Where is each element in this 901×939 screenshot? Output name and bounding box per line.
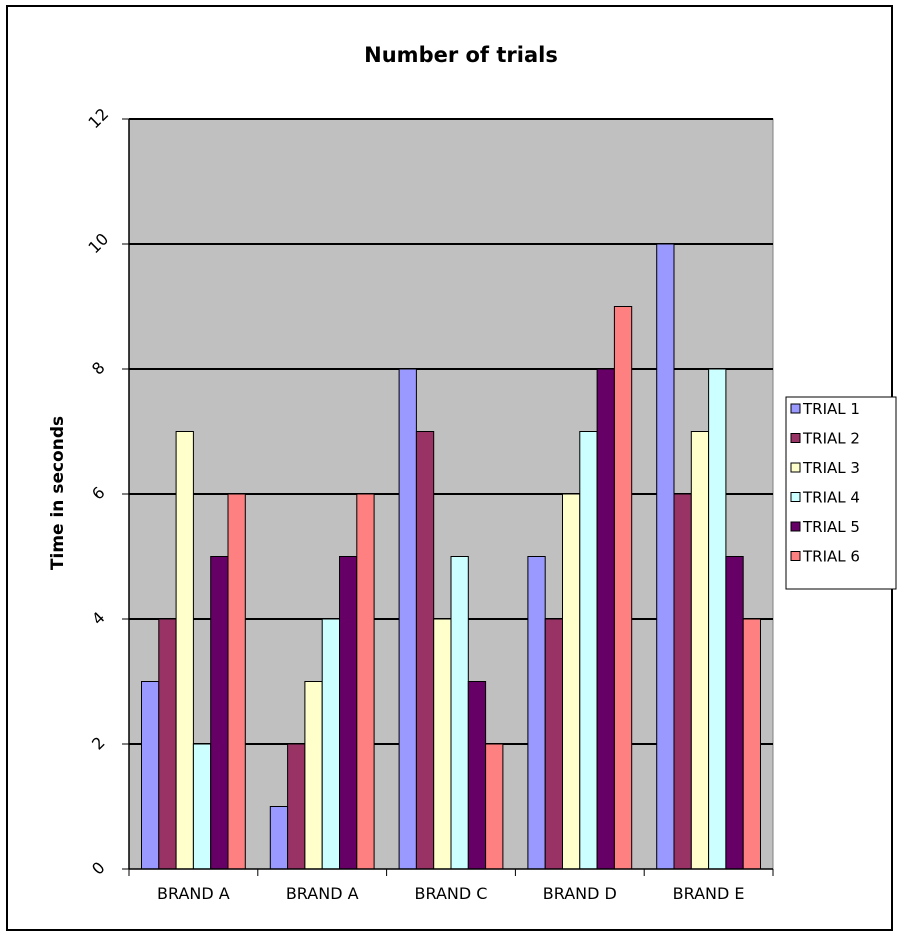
y-tick-labels: 0 2 4 6 8 10 12 [84,104,129,879]
y-tick-label: 4 [88,608,109,629]
bar [339,556,358,870]
y-tick-label: 12 [84,104,112,132]
legend-label: TRIAL 2 [802,430,860,448]
x-tick-label: BRAND C [415,884,488,903]
bar [544,618,564,870]
legend-label: TRIAL 5 [802,518,860,536]
legend-label: TRIAL 1 [802,400,860,418]
bar [690,431,710,870]
bar [596,368,615,870]
bar [415,431,435,870]
bar [141,681,160,870]
bar [450,556,469,870]
bar [656,243,675,870]
y-tick-label: 8 [88,358,109,379]
x-tick-label: BRAND D [543,884,617,903]
bar [321,618,341,870]
bar [192,743,212,870]
y-tick-label: 2 [88,733,109,754]
bar [725,556,744,870]
bar [742,618,762,870]
legend-label: TRIAL 3 [802,459,860,477]
bar [527,556,546,870]
bar [227,493,246,870]
legend-swatch [790,492,801,502]
bar [708,368,727,870]
bar [269,806,289,870]
bar [467,681,487,870]
legend: TRIAL 1 TRIAL 2 TRIAL 3 TRIAL 4 TRIAL 5 TRIAL… [785,396,897,590]
chart-title: Number of trials [364,43,558,67]
x-tick-labels: BRAND A BRAND A BRAND C BRAND D BRAND E [128,869,774,903]
bar [613,306,633,870]
bar [562,493,581,870]
bar [158,618,177,870]
y-axis-label: Time in seconds [48,416,68,570]
legend-label: TRIAL 6 [802,548,860,566]
bar [673,493,692,870]
y-tick-label: 0 [88,858,109,879]
bar [175,431,194,870]
legend-swatch [790,551,801,561]
bar [356,493,375,870]
bar [398,368,417,870]
bar [433,618,452,870]
bar [287,743,306,870]
legend-swatch [790,403,801,414]
bars-group [141,243,762,870]
legend-swatch [790,462,801,473]
legend-swatch [790,433,801,443]
legend-box [785,396,897,590]
x-tick-label: BRAND A [157,884,230,903]
y-tick-label: 6 [88,483,109,504]
bar [485,743,504,870]
bar [210,556,229,870]
legend-label: TRIAL 4 [802,489,860,507]
x-tick-label: BRAND A [286,884,359,903]
legend-swatch [790,521,801,532]
bar [304,681,323,870]
x-tick-label: BRAND E [673,884,745,903]
y-tick-label: 10 [84,229,112,257]
bar [579,431,598,870]
